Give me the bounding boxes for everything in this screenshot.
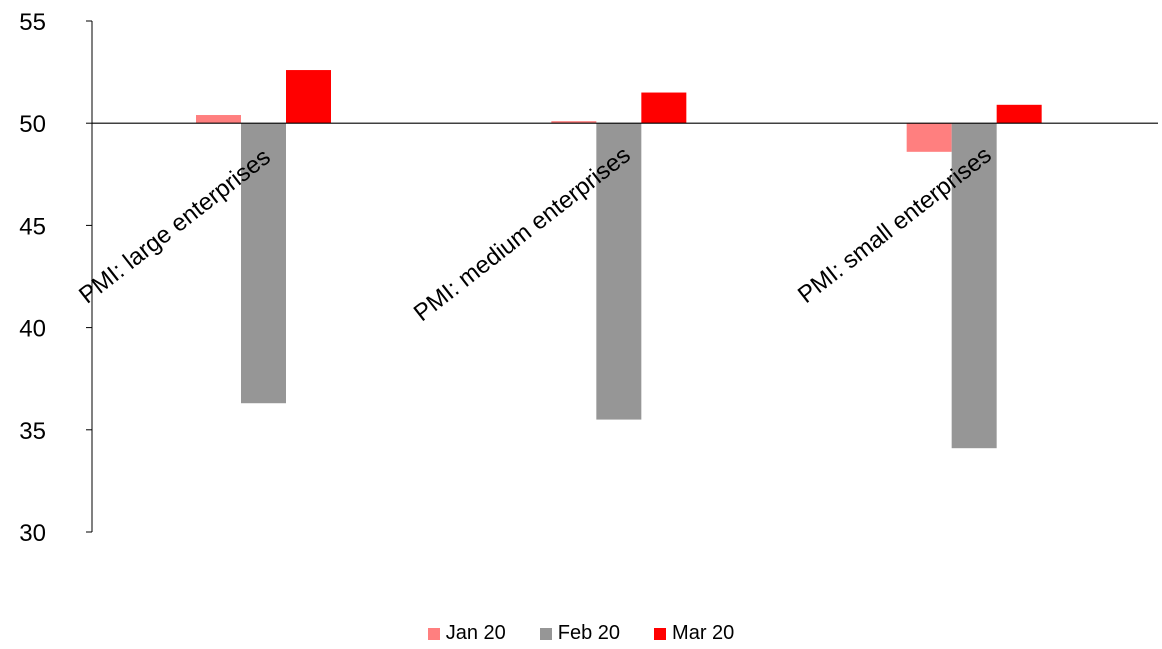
legend-swatch-jan-20 <box>427 627 440 640</box>
bar-feb-20 <box>951 123 997 449</box>
y-tick-label: 55 <box>19 9 46 36</box>
legend-label-feb-20: Feb 20 <box>557 622 621 644</box>
legend-label-jan-20: Jan 20 <box>445 622 506 644</box>
legend-swatch-mar-20 <box>654 627 667 640</box>
y-tick-label: 35 <box>19 418 46 445</box>
legend-item-mar-20: Mar 20 <box>654 622 734 645</box>
y-tick-label: 30 <box>19 520 46 547</box>
bar-mar-20 <box>286 70 331 124</box>
bar-jan-20 <box>906 123 952 152</box>
y-tick-label: 45 <box>19 213 46 240</box>
bar-jan-20 <box>196 115 241 124</box>
legend-label-mar-20: Mar 20 <box>672 622 735 644</box>
legend-swatch-feb-20 <box>539 627 552 640</box>
y-tick-label: 50 <box>19 111 46 138</box>
bar-mar-20 <box>996 104 1042 124</box>
bar-jan-20 <box>551 121 597 124</box>
legend-item-jan-20: Jan 20 <box>427 622 506 645</box>
bar-feb-20 <box>241 123 286 404</box>
bar-mar-20 <box>641 92 687 124</box>
legend: Jan 20 Feb 20 Mar 20 <box>0 622 1162 645</box>
legend-item-feb-20: Feb 20 <box>539 622 621 645</box>
bar-feb-20 <box>596 123 642 420</box>
y-tick-label: 40 <box>19 316 46 343</box>
